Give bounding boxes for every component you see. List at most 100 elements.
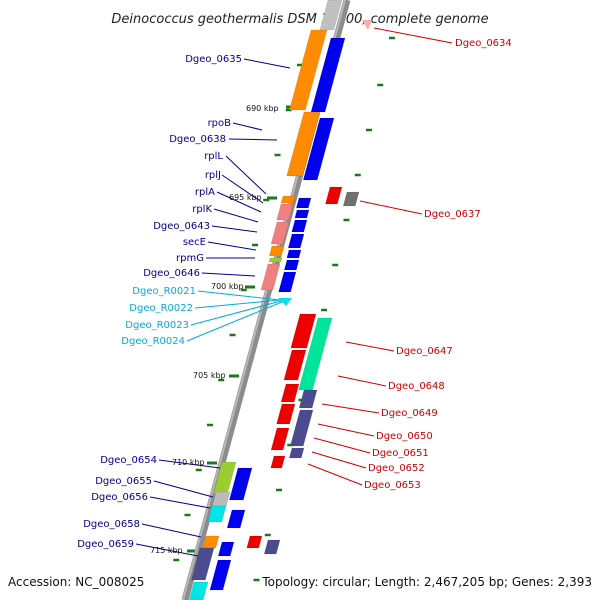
gene-label-rplj[interactable]: rplJ <box>205 170 221 181</box>
feature-dgeo-0658 <box>202 535 220 549</box>
map-title: Deinococcus geothermalis DSM 11300, comp… <box>111 12 488 27</box>
gene-label-dgeo-0634[interactable]: Dgeo_0634 <box>455 38 512 49</box>
gene-label-sece[interactable]: secE <box>183 237 206 248</box>
connector-right-7 <box>311 451 367 469</box>
gene-label-dgeo-0655[interactable]: Dgeo_0655 <box>95 476 152 487</box>
kbp-label-705: 705 kbp <box>193 371 226 380</box>
kbp-label-690: 690 kbp <box>246 104 279 113</box>
feature-cluster-left-1 <box>276 203 294 221</box>
gene-label-dgeo-0635[interactable]: Dgeo_0635 <box>185 54 242 65</box>
connector-left-1 <box>232 122 263 131</box>
gene-label-dgeo-0638[interactable]: Dgeo_0638 <box>169 134 226 145</box>
feature-cluster-left-2 <box>270 221 290 245</box>
gene-features <box>188 0 372 600</box>
left-gene-labels: Dgeo_0635 rpoB Dgeo_0638 rplL rplJ rplA … <box>77 54 242 550</box>
gene-label-dgeo-0648[interactable]: Dgeo_0648 <box>388 381 445 392</box>
connector-left-6 <box>213 208 259 223</box>
connector-left-18 <box>141 523 202 538</box>
feature-cluster-right-1 <box>294 209 310 219</box>
rna-label-dgeo-r0021[interactable]: Dgeo_R0021 <box>132 286 196 297</box>
gene-label-dgeo-0658[interactable]: Dgeo_0658 <box>83 519 140 530</box>
rna-label-dgeo-r0024[interactable]: Dgeo_R0024 <box>121 336 185 347</box>
connector-right-5 <box>317 423 375 437</box>
feature-dgeo-0653-small <box>270 455 286 469</box>
kbp-label-710: 710 kbp <box>172 458 205 467</box>
gene-label-dgeo-0637[interactable]: Dgeo_0637 <box>424 209 481 220</box>
kbp-markers: 690 kbp 695 kbp 700 kbp 705 kbp 710 kbp … <box>150 104 279 555</box>
feature-dgeo-0652 <box>289 409 314 447</box>
feature-rpob <box>286 111 321 177</box>
connector-left-10 <box>201 272 256 277</box>
feature-cluster-right-2 <box>291 219 308 233</box>
feature-cluster-right-4 <box>286 249 302 259</box>
kbp-label-700: 700 kbp <box>211 282 244 291</box>
gene-label-dgeo-0653[interactable]: Dgeo_0653 <box>364 480 421 491</box>
gene-label-dgeo-0659[interactable]: Dgeo_0659 <box>77 539 134 550</box>
rna-label-dgeo-r0022[interactable]: Dgeo_R0022 <box>129 303 193 314</box>
tick-guides <box>173 36 395 582</box>
feature-cluster-left-0 <box>280 195 296 204</box>
feature-rpob-forward <box>302 117 335 181</box>
connector-left-16 <box>153 480 214 498</box>
connector-left-8 <box>207 241 257 251</box>
gene-label-dgeo-0647[interactable]: Dgeo_0647 <box>396 346 453 357</box>
gene-label-dgeo-0649[interactable]: Dgeo_0649 <box>381 408 438 419</box>
connector-left-11 <box>197 290 281 301</box>
kbp-label-695: 695 kbp <box>229 193 262 202</box>
gene-label-dgeo-0650[interactable]: Dgeo_0650 <box>376 431 433 442</box>
rna-label-dgeo-r0023[interactable]: Dgeo_R0023 <box>125 320 189 331</box>
feature-cluster-right-5 <box>283 259 300 271</box>
right-gene-labels: Dgeo_0634 Dgeo_0637 Dgeo_0647 Dgeo_0648 … <box>364 38 512 491</box>
connector-left-5 <box>216 191 262 213</box>
feature-rna-cluster <box>278 298 292 306</box>
gene-label-dgeo-0652[interactable]: Dgeo_0652 <box>368 463 425 474</box>
gene-label-rpob[interactable]: rpoB <box>208 118 232 129</box>
feature-cluster-right-0 <box>295 197 312 209</box>
feature-dgeo-0656-forward <box>226 509 246 529</box>
gene-label-dgeo-0656[interactable]: Dgeo_0656 <box>91 492 148 503</box>
feature-dgeo-0659-b <box>209 559 232 591</box>
connector-left-17 <box>149 496 211 509</box>
gene-label-dgeo-0651[interactable]: Dgeo_0651 <box>372 448 429 459</box>
gene-label-dgeo-0646[interactable]: Dgeo_0646 <box>143 268 200 279</box>
feature-dgeo-0655 <box>211 491 231 507</box>
connector-right-8 <box>307 463 363 486</box>
feature-dgeo-0651 <box>276 403 296 425</box>
feature-bottom-cyan <box>188 581 209 600</box>
feature-dgeo-0634 <box>362 20 372 30</box>
feature-cluster-left-5 <box>260 263 281 291</box>
connector-left-3 <box>225 155 267 195</box>
feature-dgeo-0647 <box>290 313 317 349</box>
feature-top-gray <box>319 0 343 31</box>
label-connectors <box>135 27 453 557</box>
connector-left-4 <box>221 174 264 204</box>
gene-label-rpll[interactable]: rplL <box>204 151 223 162</box>
genome-summary-text: Topology: circular; Length: 2,467,205 bp… <box>261 575 592 589</box>
connector-right-6 <box>313 437 371 454</box>
feature-dgeo-0637 <box>325 186 343 205</box>
feature-dgeo-0659-forward <box>217 541 235 557</box>
gene-label-rplk[interactable]: rplK <box>192 204 212 215</box>
feature-dgeo-0656 <box>207 505 227 523</box>
connector-left-0 <box>243 58 291 69</box>
accession-text: Accession: NC_008025 <box>8 575 144 589</box>
feature-dgeo-0654-forward <box>229 467 253 501</box>
connector-right-2 <box>345 341 395 352</box>
feature-dgeo-0650 <box>280 383 300 403</box>
gene-label-dgeo-0654[interactable]: Dgeo_0654 <box>100 455 157 466</box>
feature-dgeo-0653 <box>270 427 290 451</box>
connector-left-15 <box>158 459 221 469</box>
feature-cluster-right-3 <box>287 233 305 249</box>
connector-left-12 <box>194 299 281 309</box>
feature-dgeo-0659 <box>191 547 215 581</box>
connector-right-4 <box>321 403 380 414</box>
feature-dgeo-0653-slate <box>288 447 305 459</box>
connector-left-19 <box>135 543 199 557</box>
feature-cluster-right-6 <box>278 271 297 293</box>
feature-dgeo-0649 <box>283 349 307 381</box>
connector-right-0 <box>373 27 453 44</box>
gene-label-rpmg[interactable]: rpmG <box>176 253 204 264</box>
gene-label-dgeo-0643[interactable]: Dgeo_0643 <box>153 221 210 232</box>
gene-label-rpla[interactable]: rplA <box>195 187 215 198</box>
